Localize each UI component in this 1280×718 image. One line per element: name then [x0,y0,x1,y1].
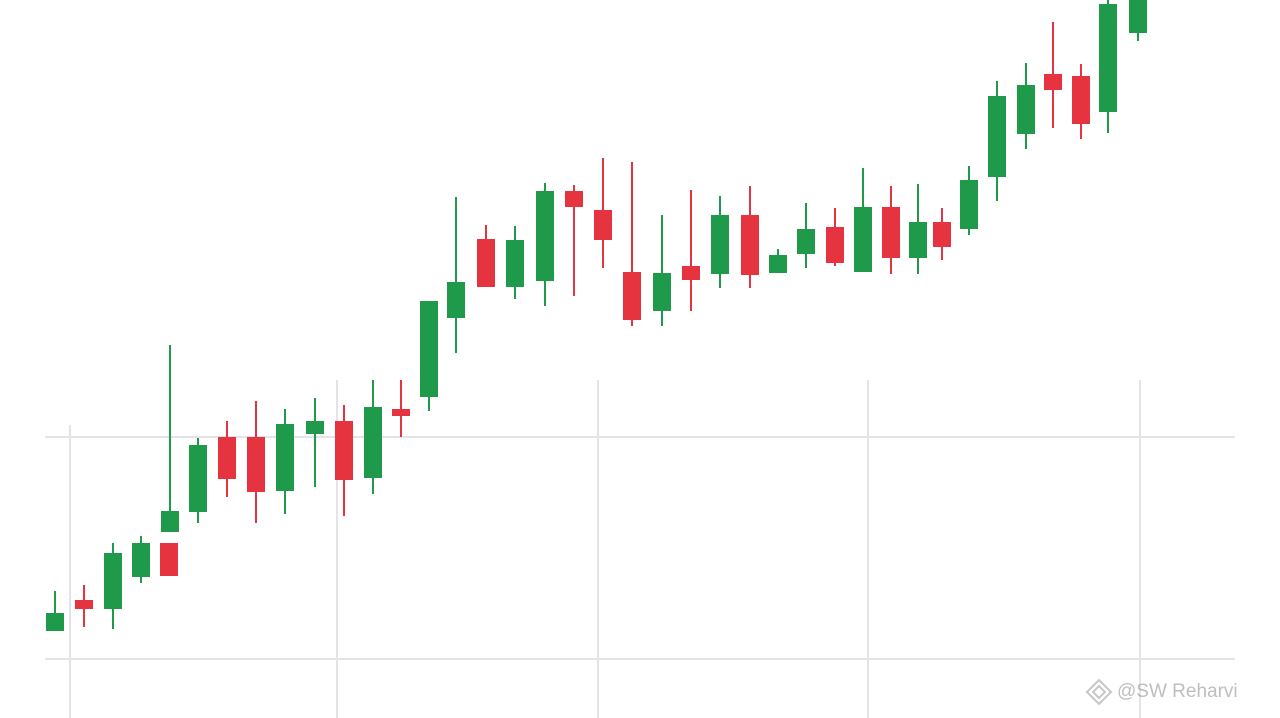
candle-body [104,553,122,609]
watermark: @SW Reharvi [1085,678,1238,706]
candle-body [909,222,927,258]
candle-body [682,266,700,280]
candle-body [364,407,382,478]
candle-body [218,437,236,479]
candle-body [46,613,64,631]
candle-body [392,409,410,416]
candle-body [960,180,978,229]
candle-body [565,191,583,207]
candle-body [189,445,207,512]
watermark-icon [1085,678,1113,706]
candle-body [1044,74,1062,90]
candle-body [711,215,729,274]
candle-body [247,437,265,492]
candle-body [160,543,178,576]
candle-body [653,273,671,311]
candle-body [1129,0,1147,33]
candle-body [75,600,93,609]
candle-body [506,240,524,287]
candle-body [306,421,324,434]
candle-body [797,229,815,254]
candle-body [1099,4,1117,112]
candle-body [623,272,641,320]
candle-body [161,511,179,532]
candle-body [741,215,759,275]
candle-body [1017,85,1035,134]
candle-body [447,282,465,318]
candle-body [882,207,900,258]
candle-body [335,421,353,480]
candle-body [933,222,951,247]
candle-body [1072,76,1090,124]
candle-body [826,227,844,263]
watermark-text: @SW Reharvi [1117,681,1238,702]
candle-body [769,255,787,273]
candle-body [276,424,294,491]
candle-body [988,96,1006,177]
candle-body [594,210,612,240]
candle-body [420,301,438,397]
candles [46,0,1147,631]
candle-body [854,207,872,272]
candle-body [132,543,150,577]
candle-body [536,191,554,281]
candle-body [477,239,495,287]
